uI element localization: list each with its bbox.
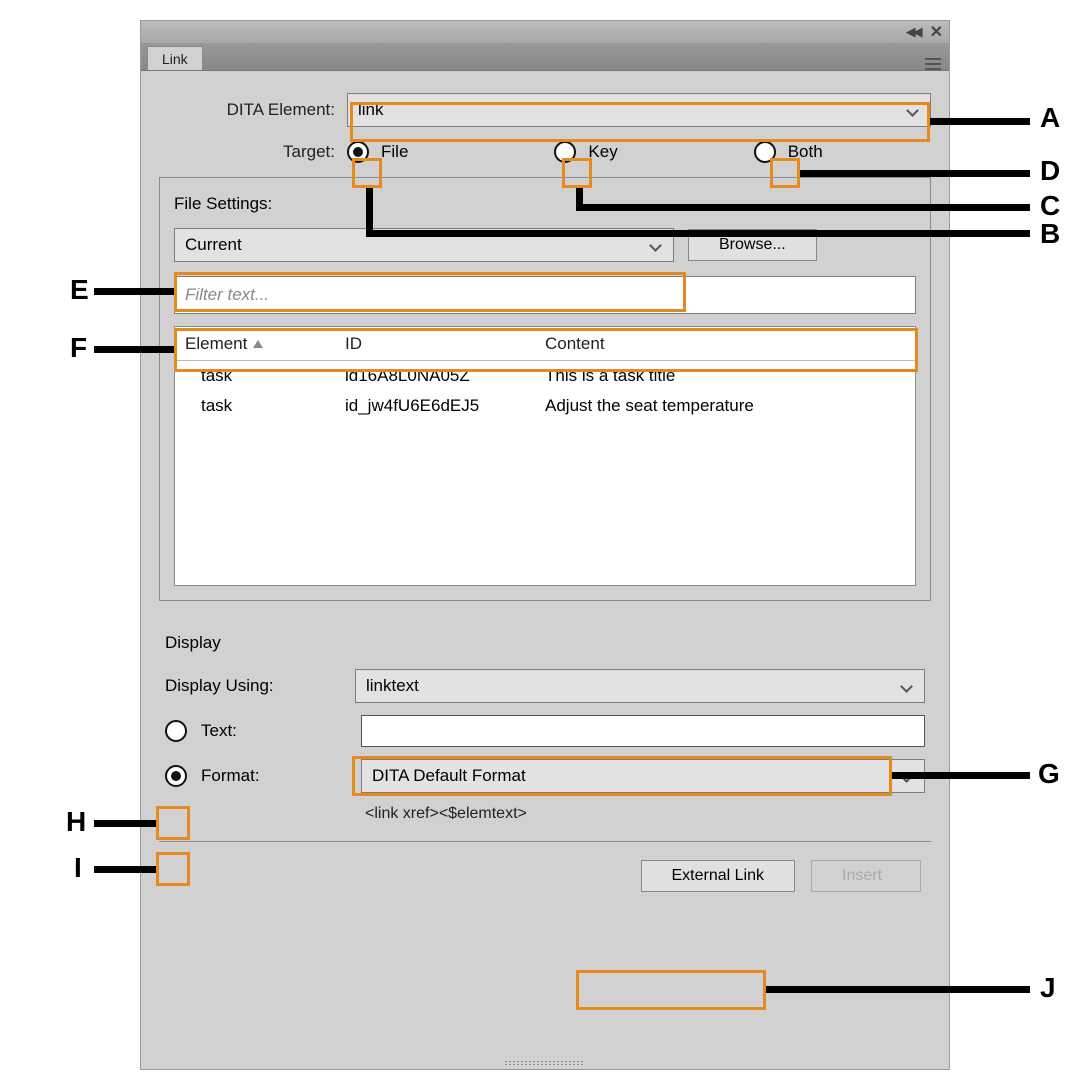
target-radio-file[interactable] <box>347 141 369 163</box>
display-using-value: linktext <box>366 676 419 696</box>
panel-menu-icon[interactable] <box>925 52 941 70</box>
file-scope-value: Current <box>185 235 242 255</box>
display-text-label: Text: <box>201 721 351 741</box>
external-link-button[interactable]: External Link <box>641 860 796 892</box>
display-title: Display <box>165 633 925 653</box>
display-format-label: Format: <box>201 766 351 786</box>
target-radio-key[interactable] <box>554 141 576 163</box>
footer: External Link Insert <box>159 841 931 900</box>
callout-line <box>94 866 156 873</box>
callout-line <box>366 230 1030 237</box>
display-using-select[interactable]: linktext <box>355 669 925 703</box>
chevron-down-icon <box>900 679 914 693</box>
display-text-input[interactable] <box>361 715 925 747</box>
tab-row: Link <box>141 43 949 71</box>
sort-asc-icon <box>253 340 263 348</box>
callout-line <box>94 346 174 353</box>
display-format-select[interactable]: DITA Default Format <box>361 759 925 793</box>
link-panel: ◀◀ ✕ Link DITA Element: link Target: Fil… <box>140 20 950 1070</box>
filter-input[interactable]: Filter text... <box>174 276 916 314</box>
callout-line <box>366 188 373 236</box>
table-row[interactable]: task id_jw4fU6E6dEJ5 Adjust the seat tem… <box>175 391 915 421</box>
col-content[interactable]: Content <box>535 334 915 354</box>
elements-table: Element ID Content task id16A8L0NA05Z Th… <box>174 326 916 586</box>
callout-label-H: H <box>66 806 86 838</box>
callout-label-G: G <box>1038 758 1060 790</box>
col-element[interactable]: Element <box>175 334 335 354</box>
callout-label-A: A <box>1040 102 1060 134</box>
callout-label-E: E <box>70 274 89 306</box>
table-row[interactable]: task id16A8L0NA05Z This is a task title <box>175 361 915 391</box>
display-format-value: DITA Default Format <box>372 766 526 786</box>
titlebar: ◀◀ ✕ <box>141 21 949 43</box>
display-using-label: Display Using: <box>165 676 345 696</box>
insert-button: Insert <box>811 860 921 892</box>
chevron-down-icon <box>906 103 920 117</box>
display-radio-text[interactable] <box>165 720 187 742</box>
callout-line <box>800 170 1030 177</box>
collapse-icon[interactable]: ◀◀ <box>906 24 920 40</box>
dita-element-label: DITA Element: <box>159 100 339 120</box>
target-both-label: Both <box>788 142 823 162</box>
callout-line <box>576 204 1030 211</box>
callout-label-F: F <box>70 332 87 364</box>
target-label: Target: <box>159 142 339 162</box>
callout-line <box>94 820 156 827</box>
callout-line <box>892 772 1030 779</box>
resize-grip-icon[interactable] <box>505 1061 585 1067</box>
callout-line <box>766 986 1030 993</box>
callout-label-I: I <box>74 852 82 884</box>
callout-line <box>94 288 174 295</box>
callout-label-D: D <box>1040 155 1060 187</box>
chevron-down-icon <box>649 238 663 252</box>
tab-link[interactable]: Link <box>147 46 203 70</box>
target-file-label: File <box>381 142 408 162</box>
display-radio-format[interactable] <box>165 765 187 787</box>
col-id[interactable]: ID <box>335 334 535 354</box>
callout-label-J: J <box>1040 972 1056 1004</box>
format-formula: <link xref><$elemtext> <box>365 805 925 823</box>
target-radio-both[interactable] <box>754 141 776 163</box>
dita-element-value: link <box>358 100 384 120</box>
target-key-label: Key <box>588 142 617 162</box>
callout-label-B: B <box>1040 218 1060 250</box>
file-settings-group: File Settings: Current Browse... Filter … <box>159 177 931 601</box>
callout-line <box>930 118 1030 125</box>
dita-element-select[interactable]: link <box>347 93 931 127</box>
close-icon[interactable]: ✕ <box>930 22 943 42</box>
table-header: Element ID Content <box>175 327 915 361</box>
